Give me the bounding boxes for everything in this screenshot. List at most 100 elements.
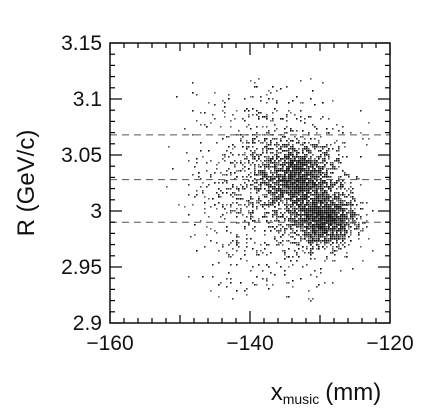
scatter-point bbox=[348, 222, 350, 224]
scatter-point bbox=[328, 242, 330, 244]
scatter-point bbox=[262, 162, 264, 164]
scatter-point bbox=[274, 184, 276, 186]
scatter-point bbox=[284, 218, 286, 220]
scatter-point bbox=[236, 176, 238, 178]
axis-ticks bbox=[109, 42, 391, 324]
scatter-point bbox=[318, 220, 320, 222]
scatter-point bbox=[338, 220, 340, 222]
scatter-point bbox=[242, 188, 244, 190]
scatter-point bbox=[314, 234, 316, 236]
scatter-point bbox=[312, 230, 314, 232]
scatter-point bbox=[304, 158, 306, 160]
scatter-point bbox=[224, 106, 226, 108]
scatter-point bbox=[344, 142, 346, 144]
scatter-point bbox=[298, 164, 300, 166]
scatter-point bbox=[302, 176, 304, 178]
scatter-point bbox=[282, 216, 284, 218]
scatter-point bbox=[238, 194, 240, 196]
scatter-point bbox=[296, 176, 298, 178]
scatter-point bbox=[264, 248, 266, 250]
scatter-point bbox=[292, 208, 294, 210]
scatter-point bbox=[268, 168, 270, 170]
scatter-point bbox=[328, 214, 330, 216]
x-axis-label-subscript: music bbox=[283, 391, 320, 407]
scatter-point bbox=[282, 162, 284, 164]
scatter-point bbox=[216, 242, 218, 244]
scatter-point bbox=[304, 216, 306, 218]
scatter-point bbox=[272, 202, 274, 204]
scatter-point bbox=[228, 98, 230, 100]
scatter-point bbox=[288, 248, 290, 250]
scatter-point bbox=[276, 162, 278, 164]
scatter-point bbox=[286, 146, 288, 148]
scatter-point bbox=[350, 132, 352, 134]
scatter-point bbox=[330, 180, 332, 182]
scatter-point bbox=[326, 240, 328, 242]
scatter-point bbox=[246, 206, 248, 208]
scatter-point bbox=[248, 162, 250, 164]
scatter-point bbox=[330, 200, 332, 202]
scatter-point bbox=[272, 198, 274, 200]
scatter-point bbox=[276, 168, 278, 170]
scatter-point bbox=[346, 252, 348, 254]
scatter-point bbox=[280, 140, 282, 142]
scatter-point bbox=[336, 188, 338, 190]
scatter-point bbox=[360, 230, 362, 232]
scatter-point bbox=[340, 232, 342, 234]
scatter-point bbox=[338, 150, 340, 152]
scatter-point bbox=[266, 118, 268, 120]
scatter-point bbox=[342, 200, 344, 202]
scatter-point bbox=[286, 156, 288, 158]
scatter-point bbox=[252, 154, 254, 156]
scatter-point bbox=[348, 224, 350, 226]
scatter-point bbox=[290, 216, 292, 218]
scatter-point bbox=[334, 192, 336, 194]
scatter-point bbox=[324, 158, 326, 160]
scatter-point bbox=[342, 208, 344, 210]
scatter-point bbox=[336, 212, 338, 214]
scatter-point bbox=[308, 200, 310, 202]
scatter-point bbox=[326, 132, 328, 134]
scatter-point bbox=[368, 122, 370, 124]
scatter-point bbox=[274, 196, 276, 198]
scatter-point bbox=[336, 214, 338, 216]
scatter-point bbox=[324, 228, 326, 230]
scatter-point bbox=[256, 132, 258, 134]
scatter-point bbox=[328, 216, 330, 218]
scatter-point bbox=[344, 224, 346, 226]
scatter-point bbox=[332, 210, 334, 212]
scatter-point bbox=[282, 240, 284, 242]
scatter-point bbox=[262, 126, 264, 128]
scatter-point bbox=[292, 236, 294, 238]
scatter-point bbox=[332, 246, 334, 248]
scatter-point bbox=[326, 218, 328, 220]
scatter-point bbox=[308, 206, 310, 208]
scatter-point bbox=[320, 186, 322, 188]
scatter-point bbox=[314, 204, 316, 206]
scatter-point bbox=[324, 222, 326, 224]
scatter-point bbox=[316, 206, 318, 208]
scatter-point bbox=[344, 234, 346, 236]
scatter-point bbox=[280, 216, 282, 218]
scatter-point bbox=[258, 156, 260, 158]
scatter-point bbox=[314, 192, 316, 194]
scatter-point bbox=[286, 140, 288, 142]
scatter-point bbox=[322, 182, 324, 184]
scatter-point bbox=[308, 226, 310, 228]
scatter-point bbox=[326, 234, 328, 236]
scatter-point bbox=[298, 210, 300, 212]
scatter-point bbox=[334, 206, 336, 208]
scatter-point bbox=[244, 152, 246, 154]
scatter-point bbox=[284, 188, 286, 190]
scatter-point bbox=[310, 244, 312, 246]
scatter-point bbox=[278, 144, 280, 146]
scatter-point bbox=[322, 160, 324, 162]
scatter-point bbox=[312, 184, 314, 186]
scatter-point bbox=[268, 244, 270, 246]
scatter-point bbox=[228, 256, 230, 258]
scatter-point bbox=[342, 156, 344, 158]
scatter-point bbox=[256, 126, 258, 128]
scatter-point bbox=[332, 232, 334, 234]
scatter-point bbox=[338, 148, 340, 150]
scatter-point bbox=[322, 208, 324, 210]
